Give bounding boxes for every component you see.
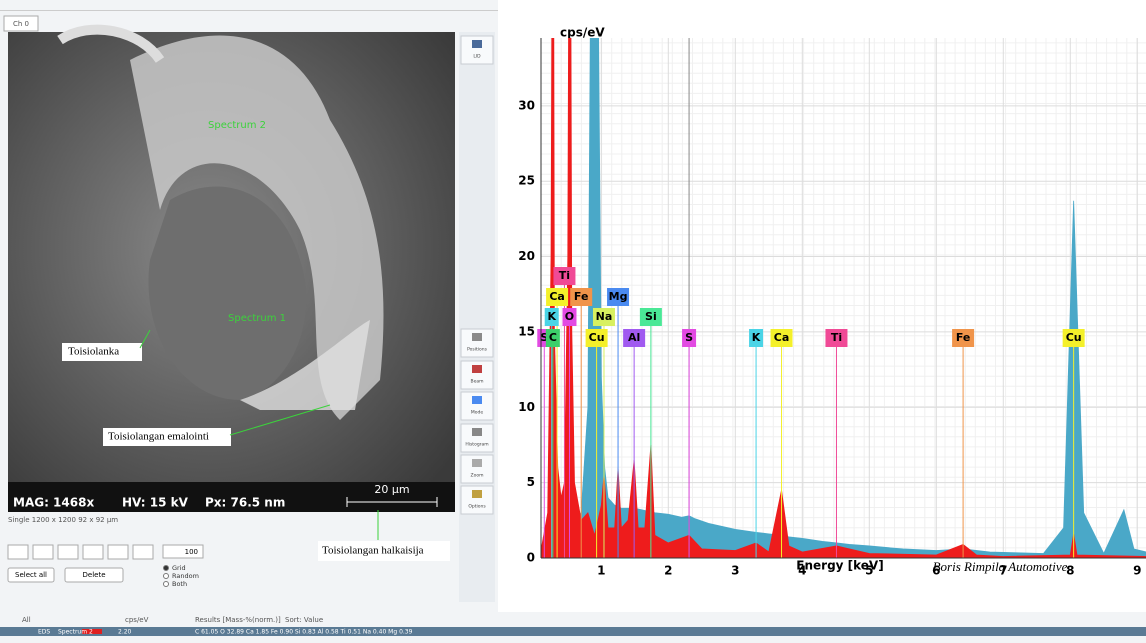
marker-label: Cu [1066,331,1082,344]
draw-tool[interactable] [33,545,53,559]
row-name: Spectrum 2 [58,629,93,636]
radio[interactable] [164,566,169,571]
marker-label: K [752,331,761,344]
x-tick-label: 6 [932,564,940,578]
spectrum-label: Spectrum 2 [208,120,266,131]
marker-label: Na [596,310,613,323]
x-tick-label: 4 [798,564,806,578]
tool-icon [472,40,482,48]
y-tick-label: 10 [518,400,535,414]
row-type: EDS [38,629,50,636]
y-tick-label: 20 [518,249,535,263]
button-label: Delete [83,571,106,579]
marker-label: O [565,310,574,323]
annotation: Toisiolanka [68,346,119,358]
tool-icon [472,428,482,436]
marker-label: Ca [774,331,790,344]
annotation: Toisiolangan emalointi [108,431,209,443]
tool-icon [472,459,482,467]
y-tick-label: 0 [527,551,535,565]
chart-title: cps/eV [560,26,605,40]
tool-label: LID [473,54,481,60]
x-tick-label: 8 [1066,564,1074,578]
marker-label: Si [645,310,657,323]
draw-tool[interactable] [83,545,103,559]
marker-label: Cu [589,331,605,344]
y-tick-label: 5 [527,475,535,489]
tool-label: Mode [471,410,483,416]
marker-label: C [549,331,557,344]
y-tick-label: 30 [518,98,535,112]
tool-icon [472,396,482,404]
marker-label: Ca [549,290,565,303]
tool-label: Zoom [471,473,484,479]
marker-label: Al [628,331,640,344]
row-composition: C 61.05 O 32.89 Ca 1.85 Fe 0.90 Si 0.83 … [195,629,413,636]
marker-label: Fe [956,331,971,344]
results-title: Results [Mass-%(norm.)] [195,616,281,624]
x-tick-label: 1 [597,564,605,578]
tab-label: Ch 0 [13,20,29,28]
draw-tool[interactable] [58,545,78,559]
marker-label: Fe [574,290,589,303]
x-tick-label: 7 [999,564,1007,578]
draw-tool[interactable] [108,545,128,559]
draw-tool[interactable] [133,545,153,559]
page: Ch 0 Spectrum 2 Spectrum 1 Toisiolanka T… [0,0,1146,643]
y-tick-label: 15 [518,324,535,338]
tool-icon [472,333,482,341]
marker-label: K [547,310,556,323]
tool-icon [472,490,482,498]
toolbar [459,32,495,602]
radio[interactable] [164,574,169,579]
results-row[interactable] [0,627,1146,636]
tool-label: Positions [467,347,488,353]
row-value: 2.20 [118,629,132,636]
size-value: 100 [185,548,198,556]
draw-tool[interactable] [8,545,28,559]
x-tick-label: 9 [1133,564,1141,578]
annotation: Toisiolangan halkaisija [322,545,424,557]
y-tick-label: 25 [518,174,535,188]
radio-label: Random [172,572,199,580]
x-tick-label: 2 [664,564,672,578]
marker-label: Ti [559,269,570,282]
radio[interactable] [164,582,169,587]
spectrum-label: Spectrum 1 [228,313,286,324]
tool-label: Histogram [465,442,488,448]
hv: HV: 15 kV [122,496,189,510]
marker-label: Mg [609,290,628,303]
tool-label: Beam [471,379,484,385]
tool-icon [472,365,482,373]
results-all: All [22,616,31,624]
mag: MAG: 1468x [13,496,94,510]
radio-label: Both [172,580,187,588]
px: Px: 76.5 nm [205,496,285,510]
x-tick-label: 3 [731,564,739,578]
button-label: Select all [15,571,47,579]
marker-label: Ti [831,331,842,344]
screen: Ch 0 Spectrum 2 Spectrum 1 Toisiolanka T… [0,0,1146,643]
tool-label: Options [468,504,486,510]
x-tick-label: 5 [865,564,873,578]
scale-label: 20 µm [374,483,409,496]
image-info: Single 1200 x 1200 92 x 92 µm [8,516,118,524]
radio-label: Grid [172,564,186,572]
results-sort: Sort: Value [285,616,323,624]
marker-label: S [685,331,693,344]
results-unit: cps/eV [125,616,149,624]
